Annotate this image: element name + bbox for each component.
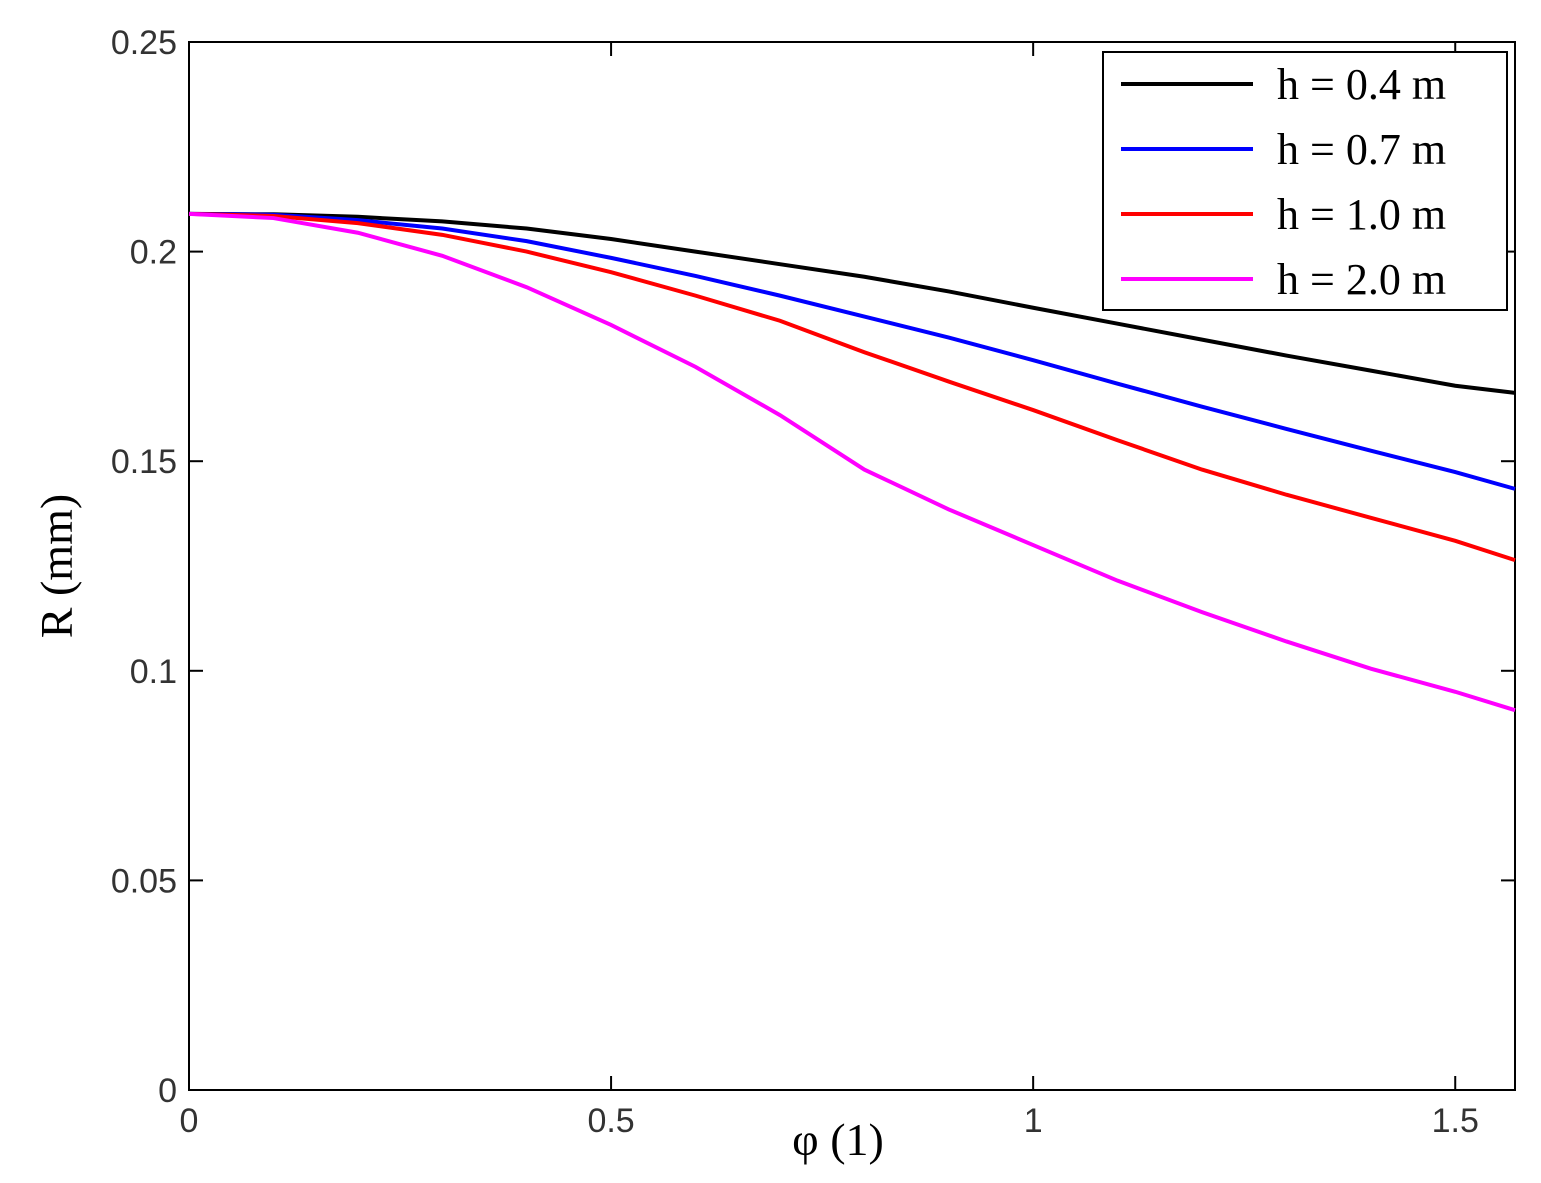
line [188, 211, 1516, 713]
y-tick-label: 0 [158, 1072, 177, 1110]
x-tick-label: 1.5 [1432, 1102, 1479, 1140]
legend-label: h = 0.4 m [1277, 60, 1446, 109]
y-tick-label: 0.15 [111, 443, 177, 481]
legend-box [1102, 51, 1508, 311]
line [188, 211, 1516, 563]
y-tick-label: 0.05 [111, 862, 177, 900]
legend-label: h = 0.7 m [1277, 125, 1446, 174]
legend-label: h = 1.0 m [1277, 190, 1446, 239]
y-axis-label: R (mm) [31, 494, 82, 638]
legend-label: h = 2.0 m [1277, 255, 1446, 304]
x-tick-label: 0.5 [587, 1102, 634, 1140]
y-tick-label: 0.25 [111, 24, 177, 62]
line [188, 211, 1516, 395]
x-tick-label: 0 [180, 1102, 199, 1140]
y-tick-label: 0.2 [130, 234, 177, 272]
x-axis-label: φ (1) [792, 1114, 884, 1165]
line [188, 211, 1516, 491]
y-tick-label: 0.1 [130, 653, 177, 691]
x-tick-label: 1 [1024, 1102, 1043, 1140]
